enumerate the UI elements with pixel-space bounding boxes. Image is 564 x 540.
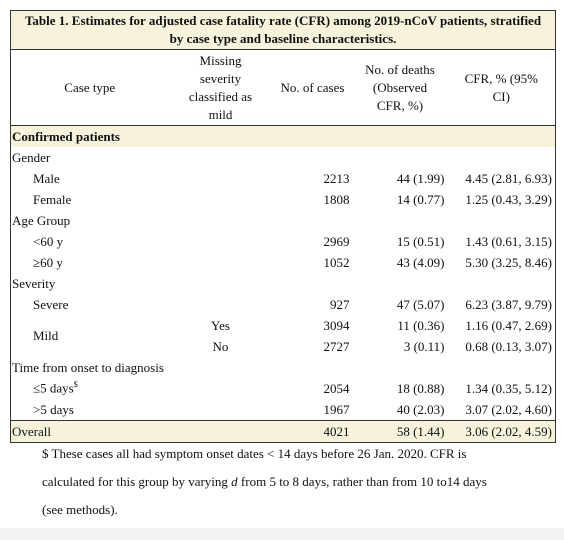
cell: No [212,338,229,354]
cell: <60 y [33,233,64,249]
cell [169,252,273,273]
cell: 3.06 (2.02, 4.59) [447,420,556,443]
cell [169,189,273,210]
footnote-marker: $ [73,380,78,390]
footnote-text: from 5 to 8 days, rather than from 10 to… [237,474,487,489]
cell: ≥60 y [33,254,63,270]
cell [168,420,273,443]
row: <60 y 2969 15 (0.51) 1.43 (0.61, 3.15) [11,231,556,252]
header-cell: No. of cases [272,49,353,126]
cell: 18 (0.88) [396,380,445,396]
cell: 2969 [323,233,350,249]
row: Mild Yes 3094 11 (0.36) 1.16 (0.47, 2.69) [11,315,556,344]
footnote-variable: d [231,474,238,489]
cell: 927 [330,296,350,312]
cell: 14 (0.77) [396,191,445,207]
row: Severe 927 47 (5.07) 6.23 (3.87, 9.79) [11,294,556,315]
cell: 3094 [323,317,350,333]
group-label: Gender [12,149,51,165]
cell: Overall [10,420,169,443]
table-title: Table 1. Estimates for adjusted case fat… [10,10,556,50]
cell: 43 (4.09) [396,254,445,270]
cell: 58 (1.44) [352,420,448,443]
footnote: $ These cases all had symptom onset date… [42,440,542,524]
cell: 1052 [323,254,350,270]
cell [169,378,273,399]
group-label: Time from onset to diagnosis [12,359,164,375]
cell: 1.16 (0.47, 2.69) [465,317,553,333]
title-row: Table 1. Estimates for adjusted case fat… [10,10,556,50]
footnote-text: calculated for this group by varying [42,474,232,489]
cell: 40 (2.03) [396,401,445,417]
cell: 1.34 (0.35, 5.12) [465,380,553,396]
cell: Male [33,170,60,186]
footnote-line: calculated for this group by varying d f… [42,468,542,496]
cell: 44 (1.99) [396,170,445,186]
cell: Female [33,191,72,207]
section-row: Confirmed patients [10,125,556,147]
background-strip [0,528,564,540]
cell: 3 (0.11) [403,338,445,354]
header-cell: Missing severity classified as mild [168,49,273,126]
section-label: Confirmed patients [12,128,120,144]
cell-text: ≤5 days [33,380,74,396]
cell: 6.23 (3.87, 9.79) [465,296,553,312]
cell: 1808 [323,191,350,207]
header-cell: No. of deaths (Observed CFR, %) [352,49,448,126]
cell: 1967 [323,401,350,417]
cell: 2054 [323,380,350,396]
cell: >5 days [33,401,74,417]
row: >5 days 1967 40 (2.03) 3.07 (2.02, 4.60) [11,399,556,421]
footnote-line: (see methods). [42,502,118,517]
cell [169,231,273,252]
header-cell: CFR, % (95% CI) [447,49,556,126]
overall-row: Overall 4021 58 (1.44) 3.06 (2.02, 4.59) [10,420,556,443]
header-cell: Case type [10,49,169,126]
cell [169,294,273,315]
row: ≥60 y 1052 43 (4.09) 5.30 (3.25, 8.46) [11,252,556,273]
cell: 5.30 (3.25, 8.46) [465,254,553,270]
group-row: Age Group [11,210,556,231]
cell: 15 (0.51) [396,233,445,249]
cell: Mild [33,328,59,343]
cell: 4021 [272,420,353,443]
cell: 1.25 (0.43, 3.29) [465,191,553,207]
cell: 11 (0.36) [397,317,445,333]
cell: 47 (5.07) [396,296,445,312]
cell: 2727 [323,338,350,354]
cell: 0.68 (0.13, 3.07) [465,338,553,354]
group-row: Gender [11,147,556,168]
cell: ≤5 days$ [11,378,169,399]
cell: Yes [211,317,230,333]
row: No 2727 3 (0.11) 0.68 (0.13, 3.07) [11,336,556,357]
row: Female 1808 14 (0.77) 1.25 (0.43, 3.29) [11,189,556,210]
cell: 3.07 (2.02, 4.60) [465,401,553,417]
cell: Severe [33,296,69,312]
group-label: Age Group [12,212,71,228]
cell: 4.45 (2.81, 6.93) [465,170,553,186]
group-row: Severity [11,273,556,294]
row: ≤5 days$ 2054 18 (0.88) 1.34 (0.35, 5.12) [11,378,556,399]
footnote-line: $ These cases all had symptom onset date… [42,446,467,461]
cell: 2213 [323,170,350,186]
cell: 1.43 (0.61, 3.15) [465,233,553,249]
group-row: Time from onset to diagnosis [11,357,556,378]
header-row: Case type Missing severity classified as… [10,49,556,126]
row: Male 2213 44 (1.99) 4.45 (2.81, 6.93) [11,168,556,189]
cfr-table: Table 1. Estimates for adjusted case fat… [10,10,557,443]
cell [169,399,273,421]
group-label: Severity [12,275,56,291]
cell [169,168,273,189]
